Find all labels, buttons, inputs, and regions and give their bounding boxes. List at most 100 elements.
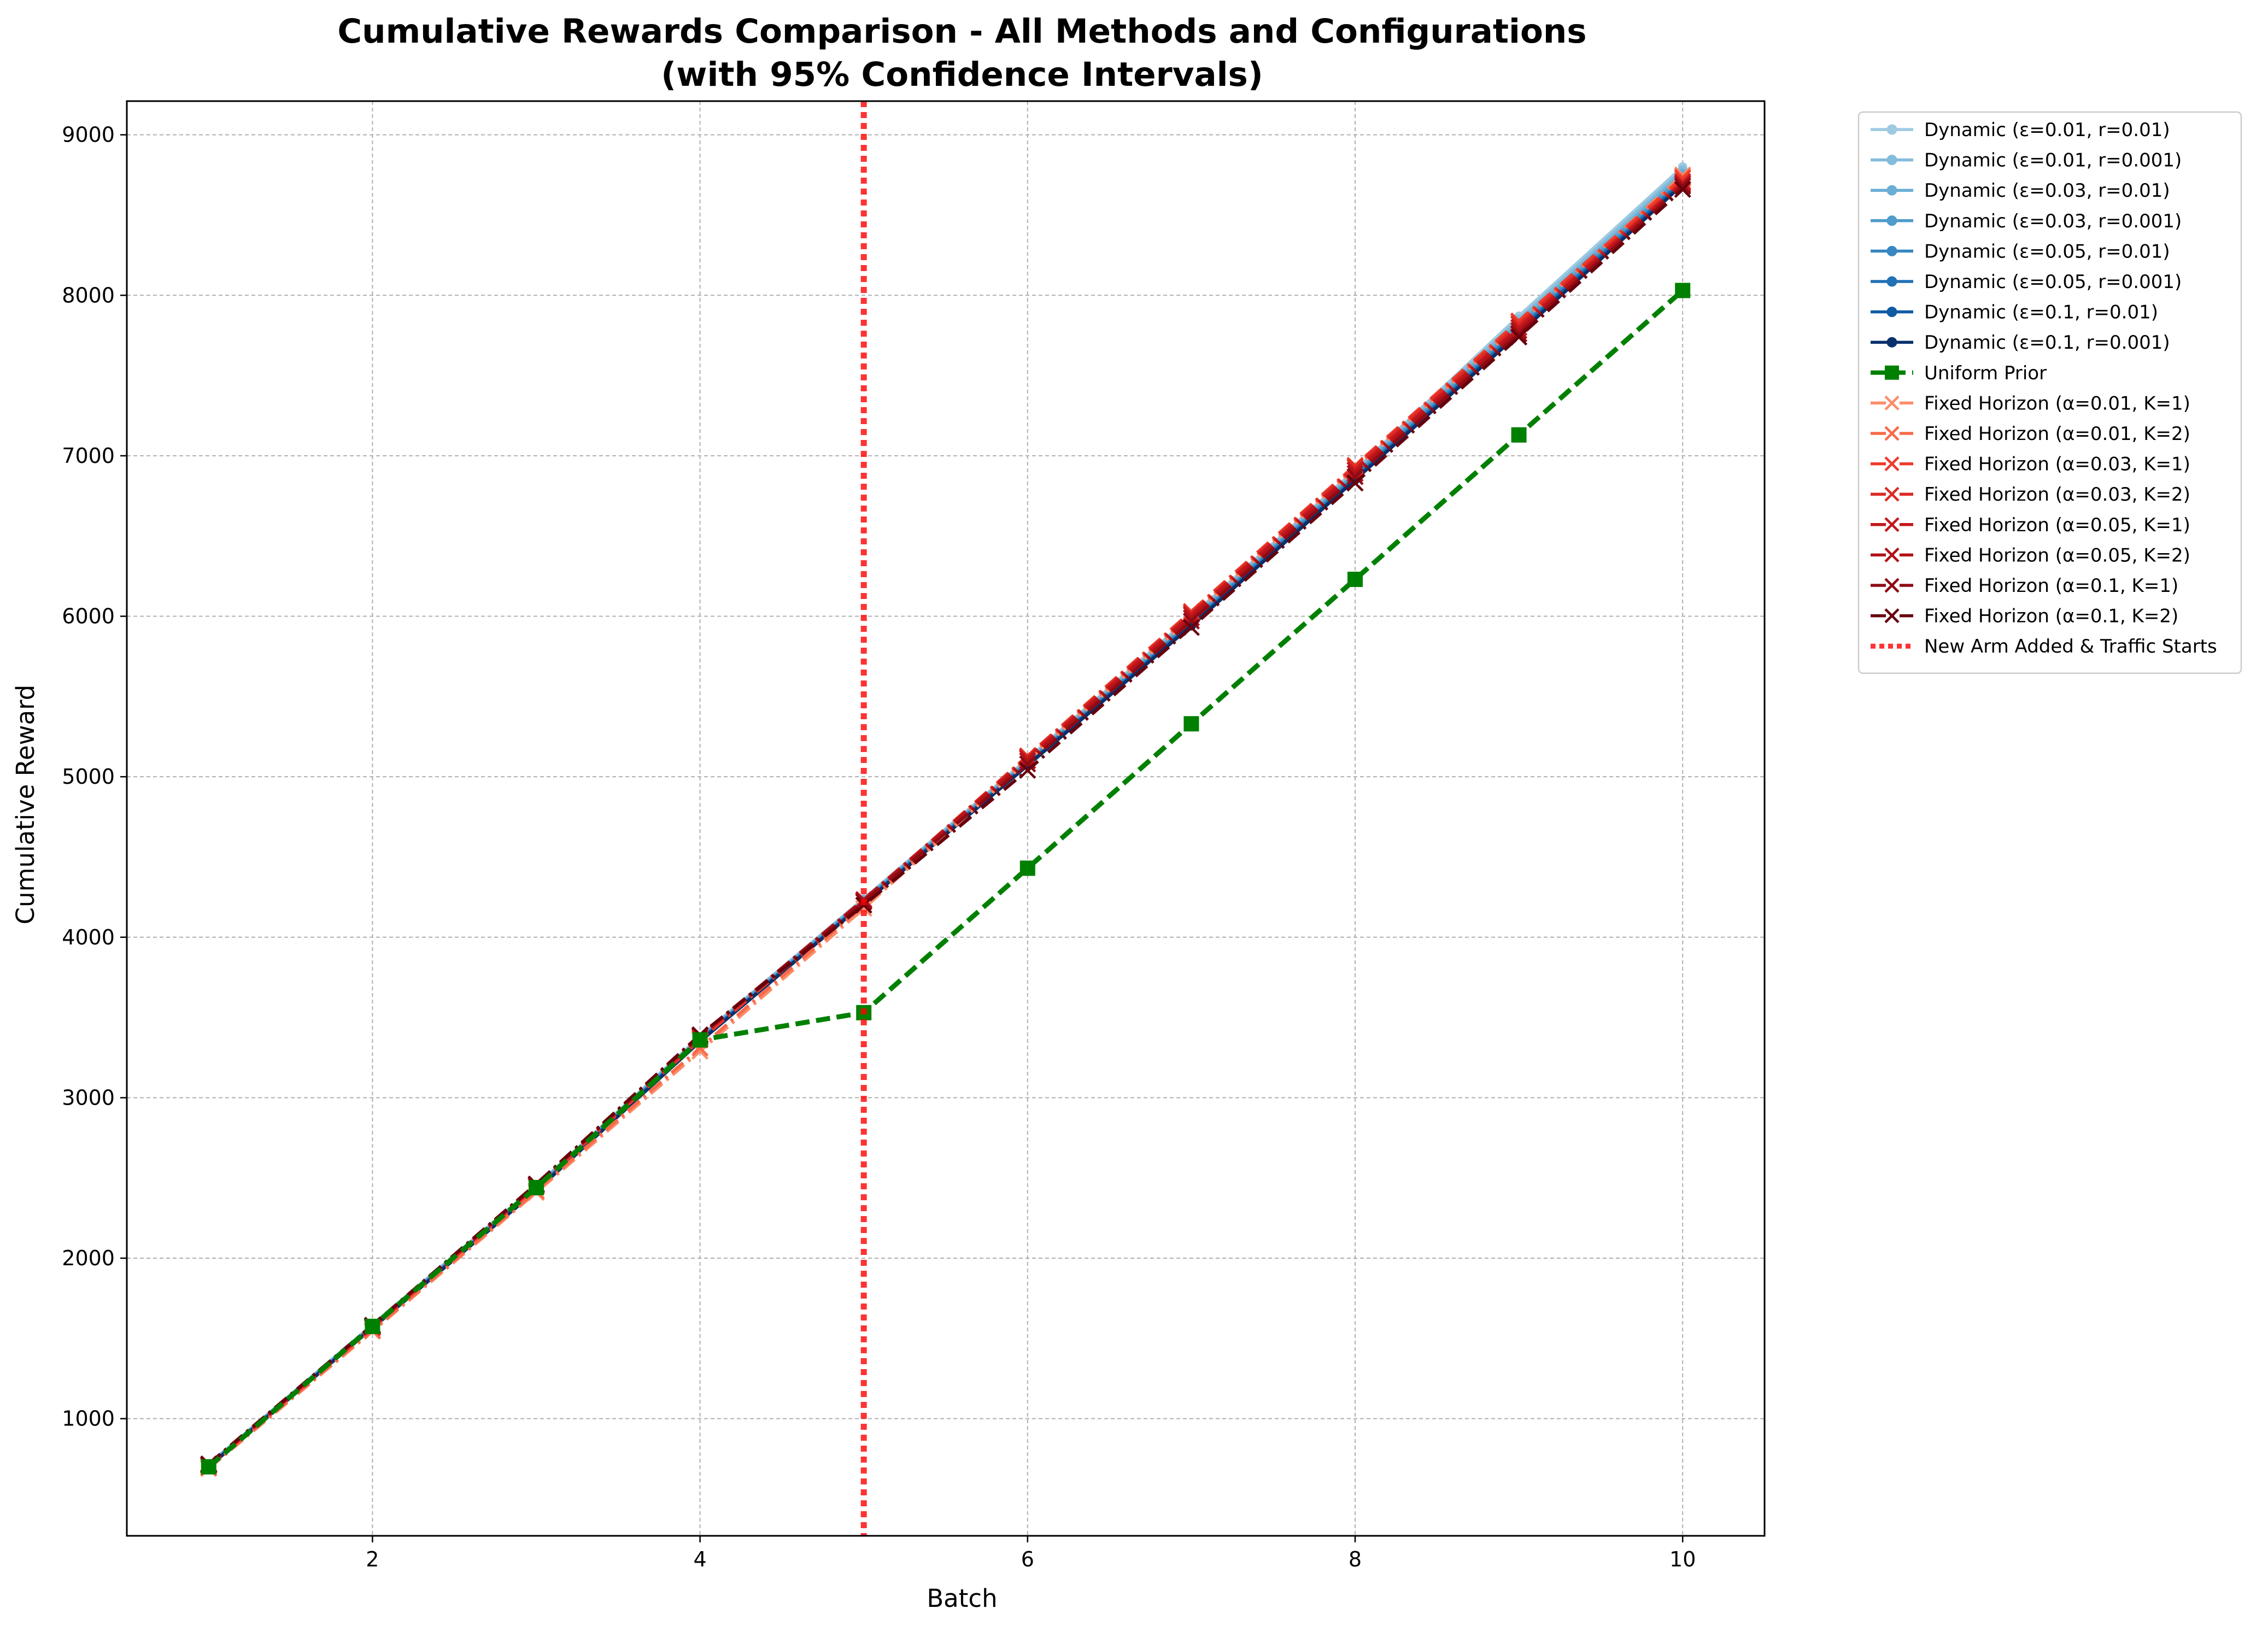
legend-marker — [1886, 155, 1897, 166]
legend-marker — [1886, 307, 1897, 318]
legend-label: Dynamic (ε=0.01, r=0.001) — [1924, 150, 2182, 172]
x-tick-label: 4 — [694, 1547, 707, 1571]
legend-label: Dynamic (ε=0.03, r=0.01) — [1924, 180, 2170, 202]
legend-entry: Dynamic (ε=0.1, r=0.001) — [1871, 332, 2170, 354]
y-tick-label: 8000 — [62, 283, 115, 307]
legend-label: Fixed Horizon (α=0.1, K=2) — [1924, 606, 2178, 627]
legend-entry: Fixed Horizon (α=0.1, K=1) — [1871, 575, 2178, 597]
legend-entry: Fixed Horizon (α=0.01, K=2) — [1871, 423, 2190, 445]
y-tick-label: 4000 — [62, 925, 115, 949]
legend-label: Dynamic (ε=0.05, r=0.01) — [1924, 240, 2170, 262]
series-8 — [201, 283, 1691, 1475]
data-point — [1510, 328, 1528, 346]
data-point — [1182, 619, 1200, 636]
legend-marker — [1886, 276, 1897, 287]
series-layer — [200, 162, 1691, 1477]
chart-subtitle: (with 95% Confidence Intervals) — [661, 55, 1263, 94]
legend-box — [1857, 111, 2242, 674]
data-point — [529, 1179, 544, 1195]
data-point — [1019, 761, 1036, 779]
legend-entry: Fixed Horizon (α=0.05, K=2) — [1871, 544, 2190, 566]
legend-label: Dynamic (ε=0.03, r=0.001) — [1924, 210, 2182, 232]
legend-marker — [1884, 426, 1900, 441]
data-point — [1346, 474, 1364, 492]
data-point — [1674, 178, 1691, 195]
x-tick-label: 10 — [1669, 1547, 1696, 1571]
legend: Dynamic (ε=0.01, r=0.01) Dynamic (ε=0.01,… — [1857, 111, 2242, 674]
legend-label: Fixed Horizon (α=0.05, K=2) — [1924, 544, 2190, 566]
legend-marker — [1886, 215, 1897, 226]
y-tick-label: 9000 — [62, 123, 115, 147]
legend-entry: Dynamic (ε=0.01, r=0.001) — [1871, 150, 2182, 172]
legend-entry: Dynamic (ε=0.05, r=0.01) — [1871, 240, 2170, 262]
legend-label: Fixed Horizon (α=0.03, K=2) — [1924, 484, 2190, 506]
legend-marker — [1884, 517, 1900, 532]
plot-area-frame — [126, 100, 1766, 1537]
y-tick-label: 7000 — [62, 444, 115, 468]
legend-entry: Fixed Horizon (α=0.05, K=1) — [1871, 514, 2190, 536]
y-axis: 1000 2000 3000 4000 5000 6000 7000 8000 9000 — [62, 123, 127, 1431]
legend-marker — [1886, 245, 1897, 256]
legend-marker — [1884, 395, 1900, 410]
legend-marker — [1884, 547, 1900, 562]
legend-label: Uniform Prior — [1924, 362, 2047, 384]
data-point — [1346, 461, 1364, 479]
legend-entry: Dynamic (ε=0.1, r=0.01) — [1871, 302, 2158, 324]
legend-entry: Uniform Prior — [1871, 362, 2047, 384]
series-line — [207, 289, 1685, 1469]
data-point — [1346, 468, 1364, 485]
legend-entry: Fixed Horizon (α=0.1, K=2) — [1871, 606, 2178, 627]
legend-label: Dynamic (ε=0.05, r=0.001) — [1924, 271, 2182, 293]
data-point — [1510, 325, 1528, 343]
chart-title: Cumulative Rewards Comparison - All Meth… — [337, 12, 1586, 51]
y-tick-label: 1000 — [62, 1407, 115, 1431]
data-point — [365, 1318, 380, 1334]
legend-marker — [1886, 185, 1897, 196]
data-point — [1019, 755, 1036, 773]
legend-label: Fixed Horizon (α=0.1, K=1) — [1924, 575, 2178, 597]
legend-entry: Dynamic (ε=0.03, r=0.001) — [1871, 210, 2182, 232]
y-axis-label: Cumulative Reward — [11, 685, 40, 925]
y-tick-label: 6000 — [62, 604, 115, 629]
x-axis-label: Batch — [927, 1584, 997, 1613]
legend-entry: Fixed Horizon (α=0.01, K=1) — [1871, 392, 2190, 414]
data-point — [1183, 716, 1199, 732]
legend-label: Dynamic (ε=0.1, r=0.01) — [1924, 302, 2158, 324]
y-tick-label: 5000 — [62, 765, 115, 789]
legend-label: New Arm Added & Traffic Starts — [1924, 636, 2217, 658]
legend-marker — [1886, 337, 1897, 348]
legend-marker — [1885, 365, 1899, 380]
legend-marker — [1884, 578, 1900, 593]
legend-entry: Fixed Horizon (α=0.03, K=1) — [1871, 454, 2190, 476]
legend-marker — [1884, 608, 1900, 624]
data-point — [1674, 180, 1691, 198]
x-tick-label: 8 — [1349, 1547, 1362, 1571]
legend-label: Fixed Horizon (α=0.01, K=2) — [1924, 423, 2190, 445]
data-point — [1511, 427, 1527, 443]
data-point — [1675, 283, 1691, 298]
grid — [127, 101, 1765, 1536]
legend-entry: Fixed Horizon (α=0.03, K=2) — [1871, 484, 2190, 506]
data-point — [1182, 606, 1200, 624]
legend-marker — [1886, 124, 1897, 135]
legend-entry: Dynamic (ε=0.01, r=0.01) — [1871, 119, 2170, 141]
data-point — [1510, 322, 1528, 339]
y-tick-label: 2000 — [62, 1246, 115, 1270]
legend-label: Fixed Horizon (α=0.03, K=1) — [1924, 454, 2190, 476]
legend-label: Dynamic (ε=0.01, r=0.01) — [1924, 119, 2170, 141]
data-point — [692, 1032, 708, 1048]
legend-label: Fixed Horizon (α=0.01, K=1) — [1924, 392, 2190, 414]
legend-label: Fixed Horizon (α=0.05, K=1) — [1924, 514, 2190, 536]
legend-marker — [1884, 486, 1900, 502]
legend-entry: New Arm Added & Traffic Starts — [1871, 636, 2217, 658]
legend-entry: Dynamic (ε=0.05, r=0.001) — [1871, 271, 2182, 293]
data-point — [201, 1459, 216, 1475]
legend-entry: Dynamic (ε=0.03, r=0.01) — [1871, 180, 2170, 202]
data-point — [1182, 612, 1200, 630]
legend-marker — [1884, 456, 1900, 472]
data-point — [1347, 572, 1363, 587]
x-tick-label: 6 — [1021, 1547, 1034, 1571]
legend-label: Dynamic (ε=0.1, r=0.001) — [1924, 332, 2170, 354]
y-tick-label: 3000 — [62, 1085, 115, 1110]
